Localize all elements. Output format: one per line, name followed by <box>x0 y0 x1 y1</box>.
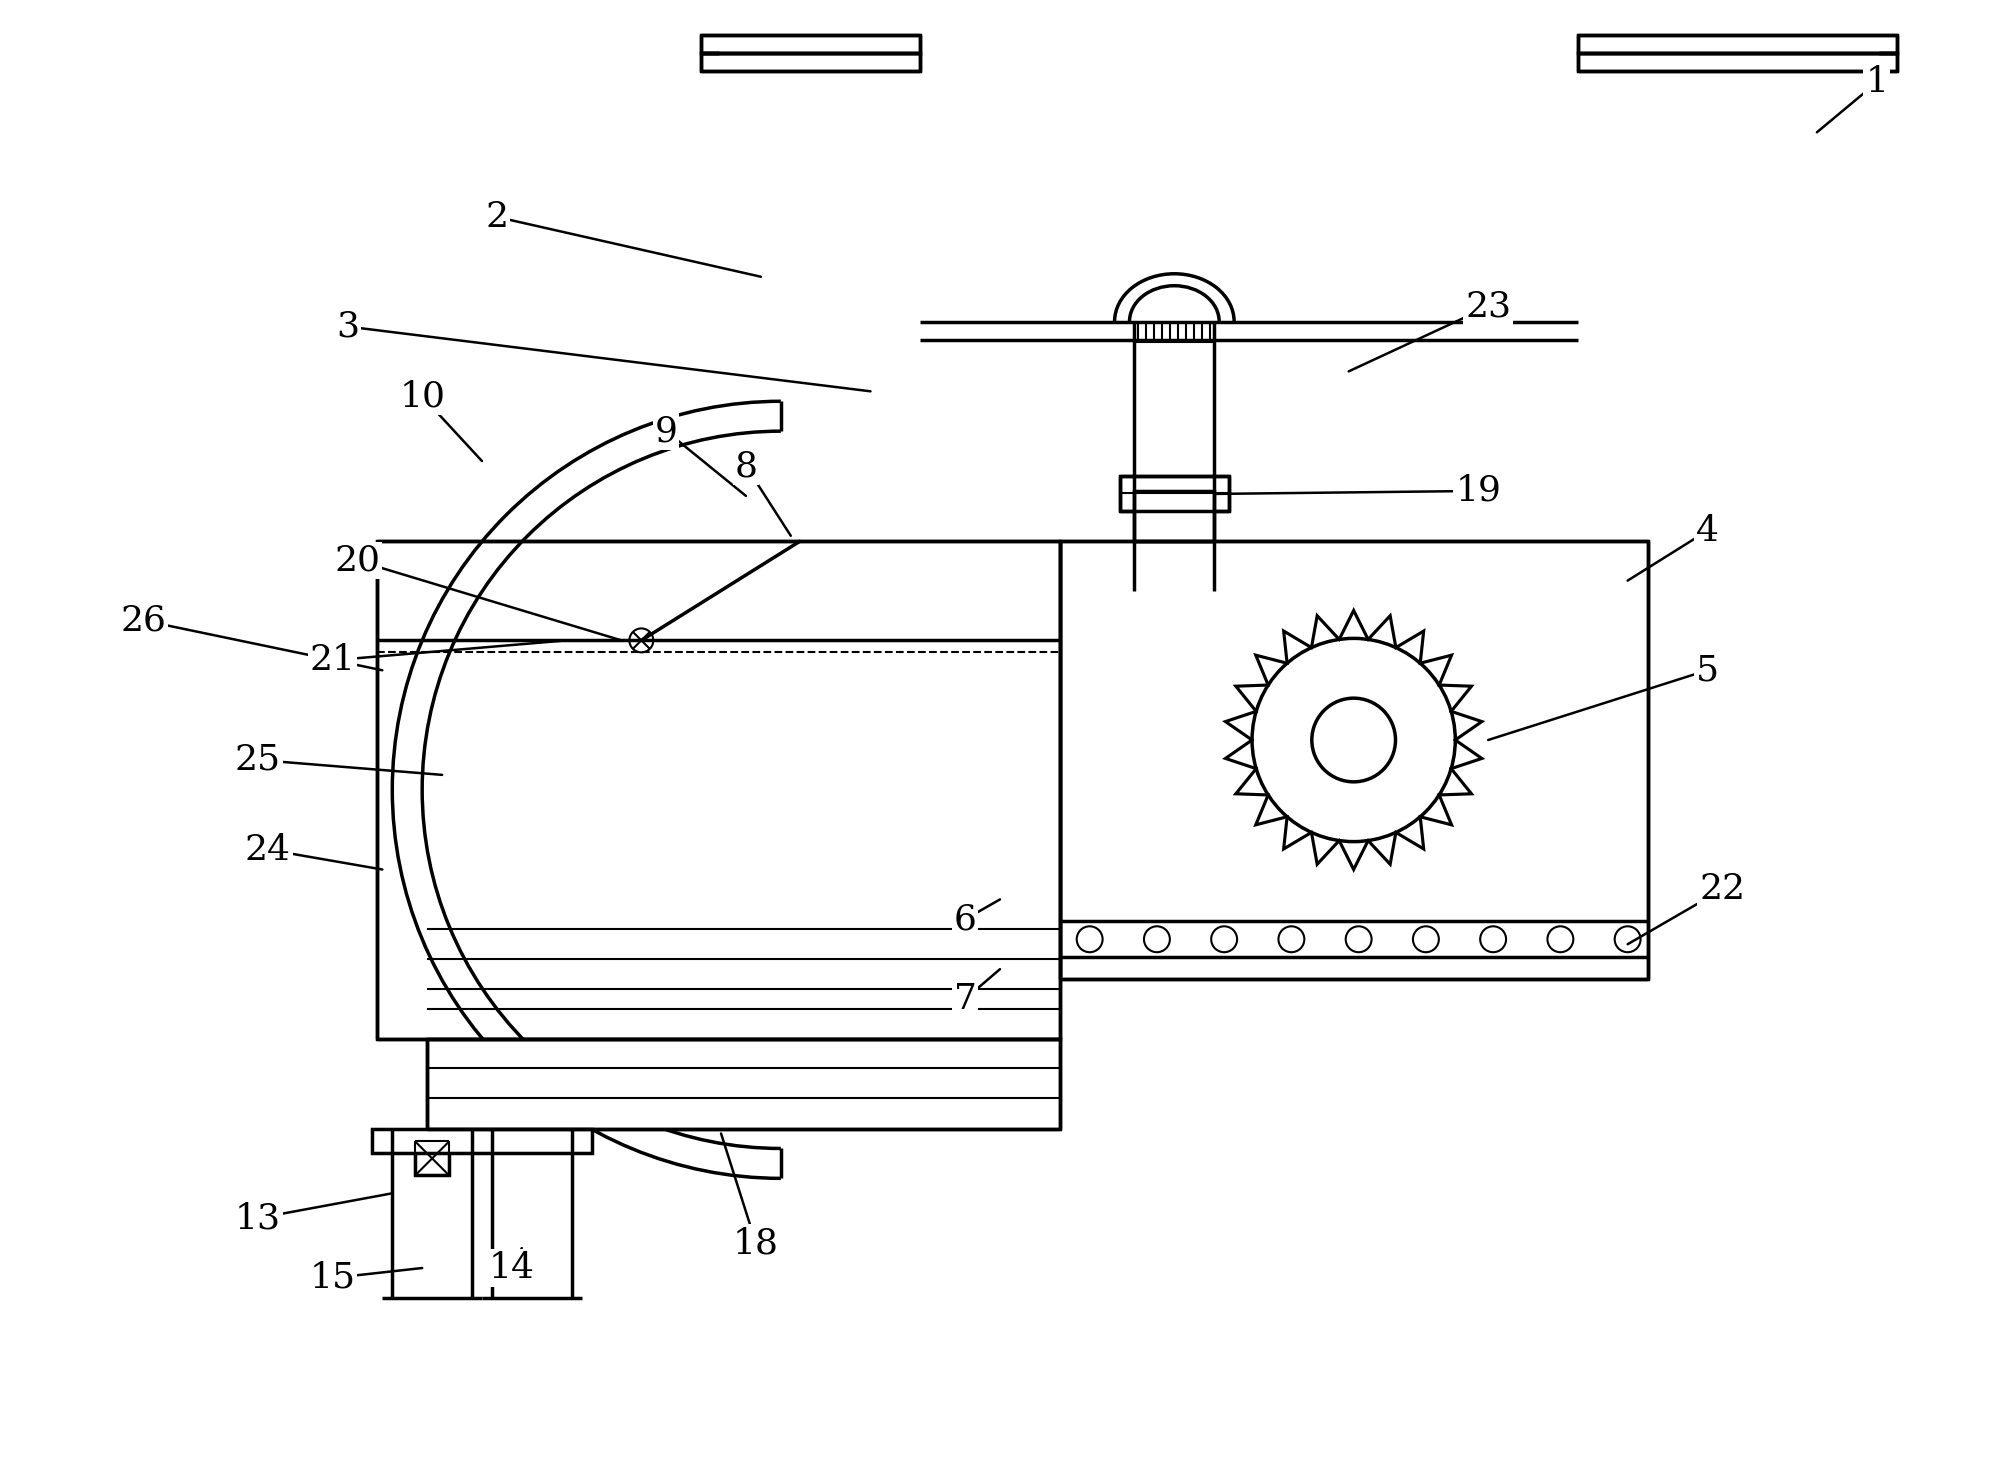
Text: 15: 15 <box>310 1261 356 1295</box>
Circle shape <box>1251 638 1455 842</box>
Text: 1: 1 <box>1864 65 1888 99</box>
Text: 13: 13 <box>234 1202 280 1236</box>
Text: 2: 2 <box>486 200 507 234</box>
Text: 22: 22 <box>1698 872 1744 906</box>
Text: 5: 5 <box>1694 653 1718 687</box>
Text: 7: 7 <box>953 983 977 1017</box>
Bar <box>1135 491 1213 540</box>
Bar <box>1576 53 1896 71</box>
Bar <box>1059 540 1646 980</box>
Text: 24: 24 <box>244 833 290 867</box>
Text: 26: 26 <box>120 604 166 638</box>
Text: 10: 10 <box>400 379 446 413</box>
Bar <box>1119 477 1229 511</box>
Text: 4: 4 <box>1694 514 1718 548</box>
Bar <box>701 53 919 71</box>
Text: 19: 19 <box>1455 474 1500 508</box>
Text: 8: 8 <box>733 448 757 482</box>
Text: 21: 21 <box>310 644 356 678</box>
Text: 25: 25 <box>234 743 280 777</box>
Bar <box>378 540 1059 1039</box>
Circle shape <box>1311 699 1395 781</box>
Bar <box>428 1039 1059 1129</box>
Bar <box>701 34 919 53</box>
Bar <box>416 1141 450 1175</box>
Text: 14: 14 <box>490 1251 535 1285</box>
Text: 9: 9 <box>655 414 677 448</box>
Text: 23: 23 <box>1465 290 1510 324</box>
Text: 3: 3 <box>336 309 360 343</box>
Bar <box>372 1129 591 1153</box>
Bar <box>1576 34 1896 53</box>
Text: 20: 20 <box>334 543 380 577</box>
Text: 6: 6 <box>953 903 977 937</box>
Text: 18: 18 <box>733 1225 779 1259</box>
